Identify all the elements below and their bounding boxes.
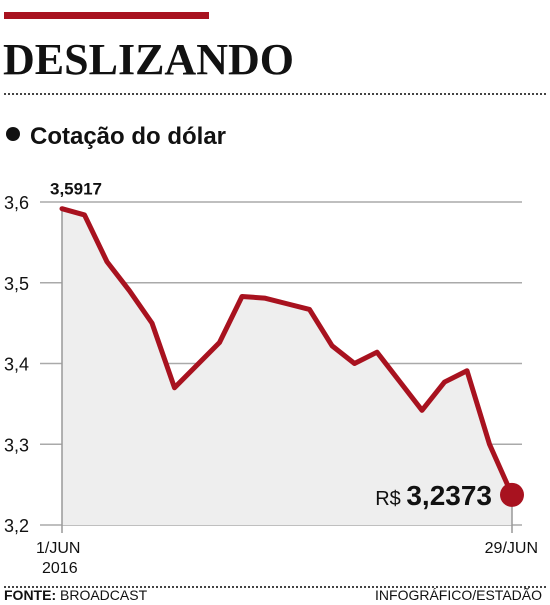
end-value-number: 3,2373	[406, 480, 492, 511]
chart-subtitle: Cotação do dólar	[6, 122, 226, 152]
y-tick-label: 3,3	[4, 435, 29, 455]
line-chart: 3,6 3,5 3,4 3,3 3,2 3,5917 R$ 3,2373 1/JUN 2016 2…	[4, 180, 538, 577]
bullet-icon	[6, 127, 20, 141]
y-tick-label: 3,5	[4, 274, 29, 294]
y-tick-label: 3,6	[4, 193, 29, 213]
page-title: DESLIZANDO	[3, 35, 294, 84]
footer-divider	[4, 586, 546, 588]
chart-subtitle-text: Cotação do dólar	[30, 123, 227, 150]
footer-credit: INFOGRÁFICO/ESTADÃO	[375, 587, 542, 603]
y-tick-label: 3,2	[4, 516, 29, 536]
footer-source-value: BROADCAST	[60, 587, 148, 603]
x-tick-label: 1/JUN	[36, 540, 80, 557]
accent-bar	[4, 12, 209, 19]
footer-source: FONTE: BROADCAST	[4, 586, 147, 604]
end-point-marker	[500, 482, 524, 507]
series-line	[59, 206, 515, 498]
end-value-prefix: R$	[375, 488, 406, 510]
title-divider	[4, 93, 546, 95]
y-tick-label: 3,4	[4, 355, 29, 375]
area-fill	[62, 208, 512, 525]
x-tick-sublabel: 2016	[42, 560, 78, 577]
x-tick-label: 29/JUN	[485, 540, 538, 557]
footer-source-label: FONTE:	[4, 587, 57, 603]
start-value-label: 3,5917	[50, 180, 102, 199]
end-value-label: R$ 3,2373	[375, 480, 492, 511]
